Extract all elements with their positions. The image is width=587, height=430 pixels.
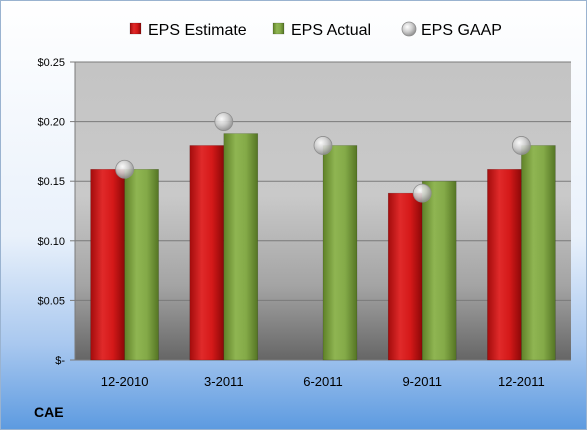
bar-eps-actual [521,145,556,361]
legend-label: EPS Estimate [148,22,247,39]
bar-eps-actual [223,133,259,361]
bar-eps-estimate [487,169,522,361]
y-tick-label: $0.10 [37,236,65,248]
marker-eps-gaap [115,159,134,179]
y-axis-tick-labels: $- $0.05 $0.10 $0.15 $0.20 $0.25 [37,57,65,367]
y-tick-label: $- [55,355,65,367]
ticker-label: CAE [34,404,64,420]
x-tick-label: 3-2011 [204,374,244,389]
marker-eps-gaap [512,136,531,155]
bar-eps-estimate [90,169,125,361]
legend: EPS Estimate EPS Actual EPS GAAP [129,21,502,39]
marker-eps-gaap [412,183,432,203]
y-tick-label: $0.15 [37,176,65,188]
bar-eps-estimate [189,145,225,361]
x-tick-label: 12-2011 [498,374,545,389]
marker-eps-gaap [313,136,333,155]
legend-swatch-eps-actual [272,22,285,35]
x-tick-label: 12-2010 [101,374,149,389]
legend-label: EPS GAAP [421,22,502,39]
bars [90,133,556,361]
legend-label: EPS Actual [291,22,371,39]
y-tick-label: $0.25 [37,57,65,69]
bar-eps-estimate [387,192,423,361]
bar-eps-actual [124,169,159,361]
legend-swatch-eps-estimate [129,22,142,35]
legend-swatch-eps-gaap [401,21,417,37]
x-axis-tick-labels: 12-2010 3-2011 6-2011 9-2011 12-2011 [101,374,545,389]
x-tick-label: 9-2011 [402,374,442,389]
x-tick-label: 6-2011 [303,374,343,389]
y-tick-label: $0.05 [37,295,65,307]
bar-eps-actual [322,145,358,361]
gaap-markers [115,112,531,203]
marker-eps-gaap [214,112,234,131]
y-tick-label: $0.20 [37,117,65,129]
bar-eps-actual [421,180,457,361]
